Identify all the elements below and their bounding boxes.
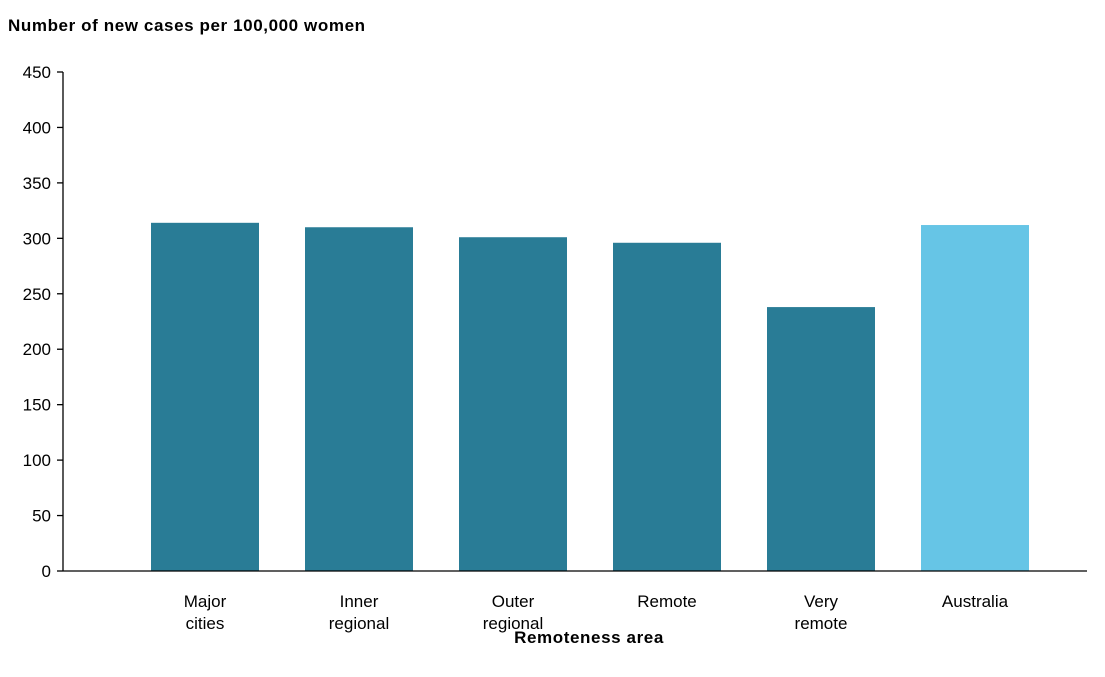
x-tick-label-line: Australia [942,592,1009,611]
y-axis-title: Number of new cases per 100,000 women [8,16,366,35]
x-axis: Major cities Inner regional Outer regional Rem… [63,570,1087,633]
x-tick-label-line: Inner [340,592,379,611]
x-tick-label: Inner regional [329,592,390,633]
x-tick-label-line: remote [795,614,848,633]
y-tick-label: 400 [23,118,51,137]
y-tick-label: 450 [23,63,51,82]
x-tick-label-line: Very [804,592,839,611]
bar [459,237,567,572]
bar [767,307,875,571]
bars [151,222,1029,572]
bar [305,227,413,571]
x-tick-label: Australia [942,592,1009,611]
y-tick-label: 300 [23,229,51,248]
y-tick-label: 50 [32,507,51,526]
x-tick-label: Very remote [795,592,848,633]
x-tick-label: Major cities [184,592,227,633]
x-tick-label-line: Remote [637,592,697,611]
x-tick-label-line: Outer [492,592,535,611]
x-tick-label-line: regional [329,614,390,633]
y-tick-label: 350 [23,174,51,193]
x-tick-label: Remote [637,592,697,611]
bar [151,222,259,571]
bar [921,225,1029,571]
y-tick-label: 0 [42,562,51,581]
x-tick-label-line: Major [184,592,227,611]
y-tick-label: 150 [23,396,51,415]
y-tick-label: 100 [23,451,51,470]
y-axis: 0 50 100 150 200 250 300 350 400 450 [23,63,64,581]
x-tick-label-line: cities [186,614,225,633]
x-tick-label: Outer regional [483,592,544,633]
bar [613,242,721,571]
y-tick-label: 250 [23,285,51,304]
x-tick-label-line: regional [483,614,544,633]
y-tick-label: 200 [23,340,51,359]
x-axis-title: Remoteness area [514,628,664,647]
